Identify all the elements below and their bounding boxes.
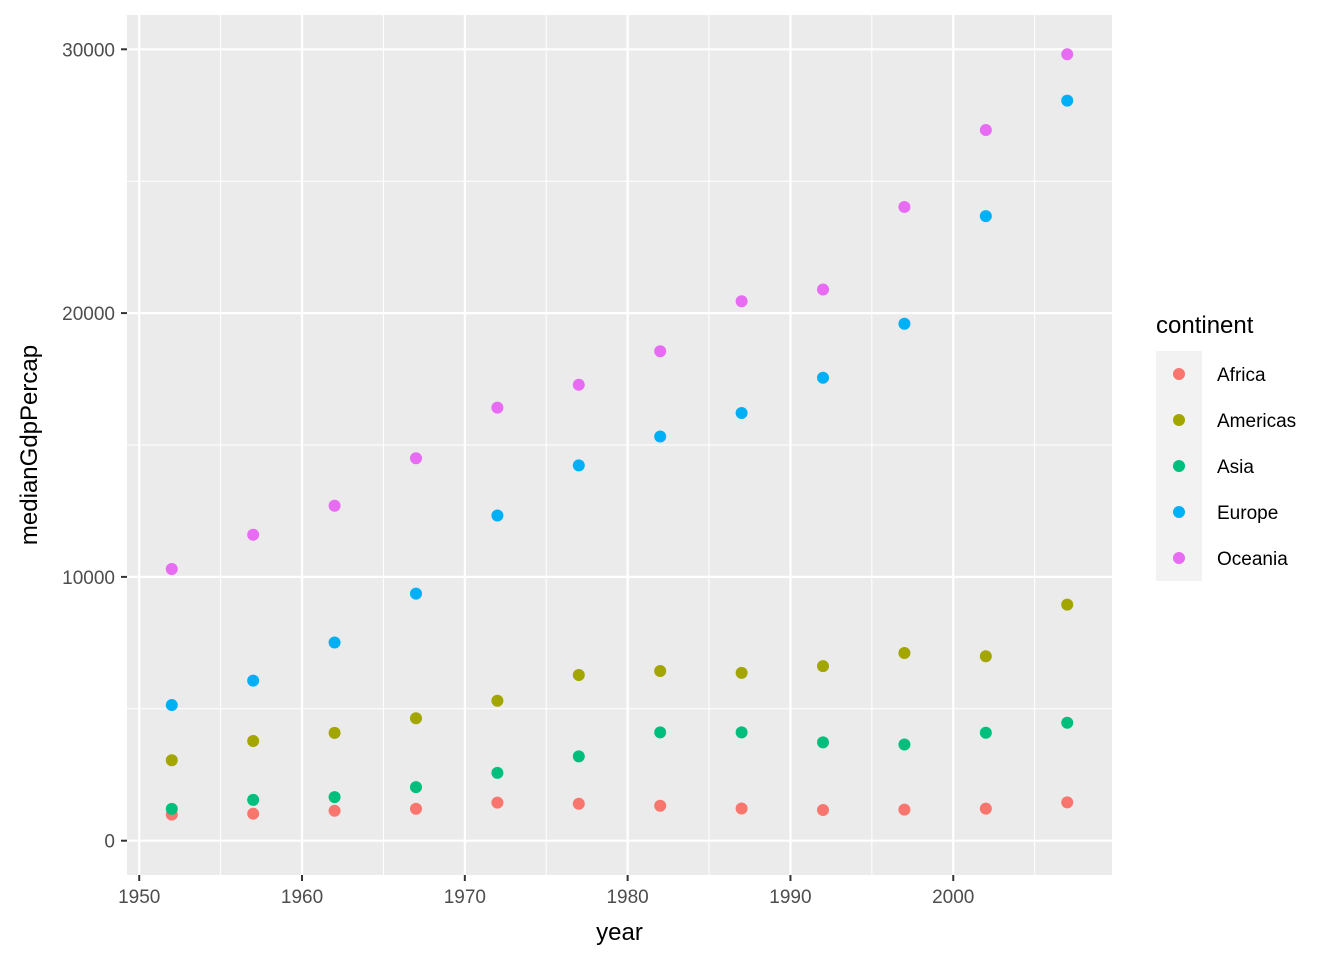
y-axis: 0 10000 20000 30000 bbox=[62, 40, 127, 853]
data-point bbox=[654, 799, 667, 812]
data-point bbox=[979, 802, 992, 815]
data-points bbox=[165, 48, 1074, 821]
data-point bbox=[1061, 48, 1074, 61]
data-point bbox=[979, 210, 992, 223]
data-point bbox=[409, 781, 422, 794]
data-point bbox=[1061, 598, 1074, 611]
data-point bbox=[491, 694, 504, 707]
data-point bbox=[735, 726, 748, 739]
data-point bbox=[817, 371, 830, 384]
x-tick-label: 1990 bbox=[769, 887, 811, 908]
data-point bbox=[735, 666, 748, 679]
series-asia bbox=[165, 716, 1074, 815]
y-tick-label: 30000 bbox=[62, 40, 115, 61]
data-point bbox=[654, 430, 667, 443]
data-point bbox=[572, 797, 585, 810]
series-oceania bbox=[165, 48, 1074, 576]
data-point bbox=[491, 401, 504, 414]
legend-label: Asia bbox=[1217, 457, 1254, 478]
series-americas bbox=[165, 598, 1074, 767]
x-tick-label: 1980 bbox=[606, 887, 648, 908]
legend-label: Oceania bbox=[1217, 549, 1288, 570]
data-point bbox=[572, 669, 585, 682]
x-tick-label: 1950 bbox=[118, 887, 160, 908]
y-tick-label: 20000 bbox=[62, 304, 115, 325]
data-point bbox=[817, 804, 830, 817]
data-point bbox=[247, 674, 260, 687]
legend-key bbox=[1173, 460, 1185, 472]
series-europe bbox=[165, 94, 1074, 712]
data-point bbox=[328, 499, 341, 512]
data-point bbox=[979, 124, 992, 137]
data-point bbox=[328, 726, 341, 739]
data-point bbox=[817, 736, 830, 749]
data-point bbox=[1061, 94, 1074, 107]
data-point bbox=[491, 509, 504, 522]
y-tick-label: 10000 bbox=[62, 568, 115, 589]
data-point bbox=[735, 295, 748, 308]
data-point bbox=[491, 766, 504, 779]
data-point bbox=[817, 660, 830, 673]
grid-major bbox=[127, 15, 1112, 875]
data-point bbox=[491, 796, 504, 809]
data-point bbox=[165, 699, 178, 712]
data-point bbox=[572, 459, 585, 472]
data-point bbox=[898, 803, 911, 816]
legend-item-americas: Americas bbox=[1173, 411, 1296, 432]
data-point bbox=[898, 738, 911, 751]
data-point bbox=[979, 726, 992, 739]
data-point bbox=[1061, 796, 1074, 809]
data-point bbox=[328, 804, 341, 817]
data-point bbox=[898, 200, 911, 213]
data-point bbox=[735, 406, 748, 419]
data-point bbox=[165, 563, 178, 576]
data-point bbox=[735, 802, 748, 815]
data-point bbox=[409, 802, 422, 815]
grid-minor bbox=[127, 15, 1112, 875]
legend-key bbox=[1173, 414, 1185, 426]
x-tick-label: 2000 bbox=[932, 887, 974, 908]
legend-key bbox=[1173, 506, 1185, 518]
data-point bbox=[328, 791, 341, 804]
x-tick-label: 1970 bbox=[444, 887, 486, 908]
legend-label: Americas bbox=[1217, 411, 1296, 432]
legend-item-africa: Africa bbox=[1173, 365, 1266, 386]
data-point bbox=[979, 650, 992, 663]
data-point bbox=[409, 712, 422, 725]
legend-key bbox=[1173, 368, 1185, 380]
legend-label: Europe bbox=[1217, 503, 1278, 524]
data-point bbox=[654, 726, 667, 739]
x-axis: 1950 1960 1970 1980 1990 2000 bbox=[118, 875, 974, 908]
data-point bbox=[654, 345, 667, 358]
legend-items: Africa Americas Asia Europe Oceania bbox=[1173, 365, 1296, 570]
data-point bbox=[572, 378, 585, 391]
legend-title: continent bbox=[1156, 312, 1254, 339]
y-tick-label: 0 bbox=[104, 832, 115, 853]
data-point bbox=[654, 664, 667, 677]
data-point bbox=[247, 807, 260, 820]
data-point bbox=[409, 587, 422, 600]
data-point bbox=[247, 734, 260, 747]
data-point bbox=[165, 754, 178, 767]
data-point bbox=[328, 636, 341, 649]
data-point bbox=[165, 802, 178, 815]
legend-key bbox=[1173, 552, 1185, 564]
legend-item-oceania: Oceania bbox=[1173, 549, 1288, 570]
data-point bbox=[898, 317, 911, 330]
legend-item-europe: Europe bbox=[1173, 503, 1278, 524]
data-point bbox=[572, 750, 585, 763]
legend: continent Africa Americas Asia Europe Oceani… bbox=[1156, 312, 1296, 581]
legend-item-asia: Asia bbox=[1173, 457, 1254, 478]
data-point bbox=[409, 452, 422, 465]
data-point bbox=[898, 647, 911, 660]
x-axis-title: year bbox=[596, 919, 643, 946]
data-point bbox=[247, 793, 260, 806]
x-tick-label: 1960 bbox=[281, 887, 323, 908]
y-axis-title: medianGdpPercap bbox=[16, 345, 43, 545]
data-point bbox=[817, 283, 830, 296]
legend-label: Africa bbox=[1217, 365, 1266, 386]
data-point bbox=[1061, 716, 1074, 729]
data-point bbox=[247, 528, 260, 541]
